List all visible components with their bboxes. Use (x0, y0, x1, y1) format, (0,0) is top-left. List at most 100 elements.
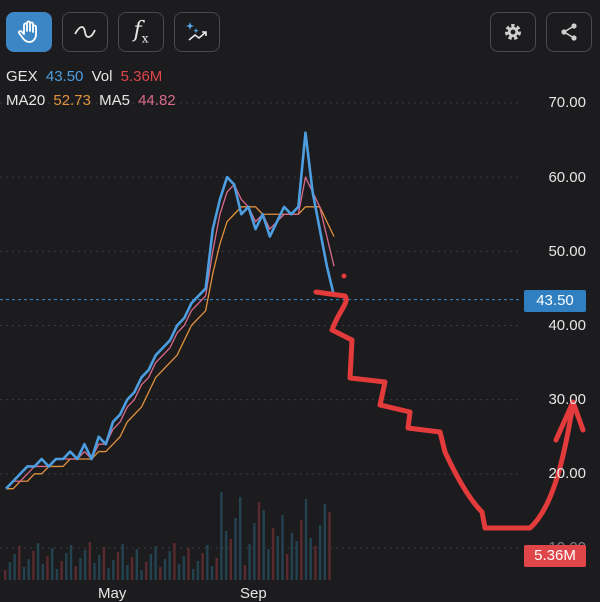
volume-bar (46, 556, 49, 580)
settings-button[interactable] (490, 12, 536, 52)
volume-bar (248, 544, 251, 580)
volume-bar (177, 564, 181, 580)
volume-bar (36, 543, 40, 580)
volume-bar (8, 562, 12, 580)
price-value: 43.50 (45, 68, 84, 85)
hand-tool-button[interactable] (6, 12, 52, 52)
volume-bar (22, 567, 26, 580)
volume-bar (182, 556, 185, 580)
series-line-ma5 (5, 176, 335, 490)
price-tick-30: 30.00 (548, 391, 586, 408)
volume-bar (168, 551, 171, 580)
volume-bar (196, 561, 200, 580)
volume-bar (102, 547, 106, 580)
volume-bar (145, 562, 148, 580)
volume-bar (220, 492, 223, 580)
volume-bar (229, 539, 232, 580)
volume-bar (18, 546, 21, 580)
ai-chart-button[interactable] (174, 12, 220, 52)
legend-row-1: GEX 43.50 Vol 5.36M (6, 68, 166, 85)
volume-bar (159, 567, 162, 580)
volume-bar (60, 561, 63, 580)
annotation-scribble (313, 289, 575, 531)
current-price-badge: 43.50 (524, 290, 586, 312)
volume-bar (140, 570, 143, 580)
volume-bar (93, 563, 96, 580)
volume-bar (116, 552, 120, 580)
ma20-label: MA20 (6, 92, 46, 109)
price-tick-70: 70.00 (548, 94, 586, 111)
volume-bar (69, 545, 73, 580)
volume-bar (173, 543, 176, 580)
ma20-value: 52.73 (53, 92, 91, 109)
vol-label: Vol (91, 68, 113, 85)
volume-bar (210, 566, 214, 580)
volume-bar (27, 559, 30, 580)
volume-bar (107, 568, 110, 580)
volume-bar (55, 569, 59, 580)
volume-bar (98, 555, 101, 580)
volume-bar (290, 533, 294, 580)
volume-bar (234, 518, 237, 580)
volume-bar (318, 525, 322, 580)
volume-bar (276, 536, 279, 580)
volume-bar (304, 499, 308, 580)
volume-bar (257, 502, 261, 580)
volume-bar (201, 553, 204, 580)
function-icon: fx (133, 18, 149, 46)
volume-bar (224, 531, 228, 580)
annotation-arrowhead (553, 399, 586, 443)
volume-bar (135, 549, 138, 580)
volume-bar (215, 558, 218, 580)
volume-bar (262, 510, 265, 580)
price-tick-20: 20.00 (548, 465, 586, 482)
volume-bar (41, 564, 44, 580)
function-button[interactable]: fx (118, 12, 164, 52)
price-tick-50: 50.00 (548, 243, 586, 260)
volume-bar (51, 548, 54, 580)
ma5-value: 44.82 (138, 92, 176, 109)
volume-bar (271, 528, 275, 580)
line-tool-icon (74, 26, 96, 38)
volume-bar (74, 566, 77, 580)
volume-bar (149, 554, 153, 580)
volume-bar (163, 559, 167, 580)
toolbar: fx (6, 12, 594, 56)
volume-bar (32, 551, 35, 580)
volume-bar (323, 504, 326, 580)
volume-bar (314, 546, 317, 580)
vol-value: 5.36M (120, 68, 163, 85)
volume-bar (239, 497, 242, 580)
volume-bar (281, 515, 284, 580)
gear-icon (505, 24, 521, 40)
legend-row-2: MA20 52.73 MA5 44.82 (6, 92, 180, 109)
current-volume-badge: 5.36M (524, 545, 586, 567)
volume-bar (83, 550, 87, 580)
volume-bar (253, 523, 256, 580)
series-line-gex (5, 131, 336, 490)
symbol-label: GEX (6, 68, 38, 85)
volume-bar (4, 570, 7, 580)
volume-bar (121, 544, 124, 580)
volume-bar (300, 520, 303, 580)
share-button[interactable] (546, 12, 592, 52)
volume-bar (309, 538, 312, 580)
volume-bar (154, 546, 157, 580)
sparkle-chart-icon (186, 22, 207, 41)
volume-bar (243, 565, 247, 580)
price-tick-40: 40.00 (548, 317, 586, 334)
volume-bar (295, 541, 298, 580)
line-tool-button[interactable] (62, 12, 108, 52)
volume-bar (192, 569, 195, 580)
price-tick-60: 60.00 (548, 169, 586, 186)
volume-bar (112, 560, 115, 580)
annotation-dot (341, 273, 347, 279)
volume-bar (13, 554, 16, 580)
volume-bar (88, 542, 91, 580)
volume-bar (187, 548, 190, 580)
month-label-sep: Sep (240, 585, 267, 602)
month-label-may: May (98, 585, 127, 602)
volume-bar (130, 557, 134, 580)
volume-bar (79, 558, 82, 580)
